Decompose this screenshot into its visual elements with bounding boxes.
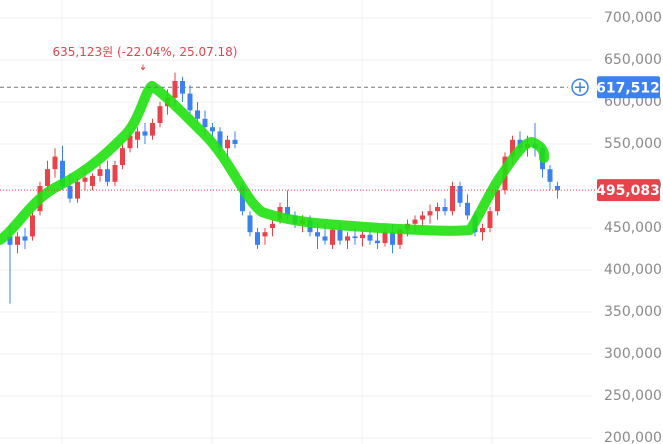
candle-body	[60, 160, 65, 186]
candle-body	[172, 81, 178, 98]
candle-body	[397, 229, 403, 245]
candle-body	[345, 236, 350, 241]
candle-body	[30, 215, 35, 237]
y-tick-label: 700,000	[604, 10, 662, 26]
candle-body	[555, 186, 560, 191]
candle-body	[352, 236, 358, 239]
candle-body	[232, 139, 238, 144]
candle-body	[105, 169, 110, 182]
candle-body	[420, 215, 425, 220]
candle-body	[157, 106, 163, 123]
candle-body	[457, 186, 463, 203]
candle-body	[52, 156, 58, 170]
candle-body	[487, 211, 493, 228]
candle-body	[15, 236, 20, 245]
candle-body	[330, 229, 335, 245]
candle-body	[195, 110, 200, 119]
y-tick-label: 300,000	[604, 346, 662, 362]
y-tick-label: 350,000	[604, 304, 662, 320]
candle-body	[120, 148, 125, 165]
overlay: 617,512 495,083 635,123원 (-22.04%, 25.07.1…	[0, 45, 660, 202]
candle-body	[82, 177, 88, 182]
candle-body	[127, 135, 133, 149]
candle-body	[322, 236, 328, 241]
candle-body	[210, 127, 215, 132]
candle-body	[67, 186, 73, 199]
candle-body	[262, 232, 268, 237]
candle-body	[187, 93, 193, 111]
candle-body	[255, 232, 260, 245]
reference-label-box	[597, 76, 660, 99]
reference-label: 617,512	[596, 80, 660, 96]
candle-body	[367, 234, 373, 241]
candle-body	[442, 207, 448, 212]
current-price-box	[597, 179, 660, 202]
candle-body	[412, 219, 418, 224]
candle-body	[22, 236, 28, 241]
candle-body	[270, 223, 275, 228]
candle-body	[435, 207, 440, 212]
y-tick-label: 400,000	[604, 262, 662, 278]
candle-body	[142, 131, 148, 136]
candle-body	[7, 236, 13, 245]
candle-body	[135, 131, 140, 140]
candle-body	[225, 139, 230, 149]
candle-body	[480, 228, 485, 233]
candle-body	[75, 181, 80, 199]
candle-body	[547, 169, 553, 182]
candle-body	[360, 234, 365, 239]
candle-body	[202, 118, 208, 128]
high-marker-arrow	[140, 64, 146, 71]
candle-body	[390, 232, 395, 245]
candle-body	[285, 207, 290, 216]
candle-body	[240, 186, 245, 212]
add-icon	[575, 82, 585, 93]
candle-body	[510, 139, 515, 157]
candle-body	[337, 229, 343, 241]
candle-body	[247, 215, 253, 233]
candle-body	[97, 169, 103, 176]
high-marker-label: 635,123원 (-22.04%, 25.07.18)	[53, 45, 238, 59]
candle-body	[90, 175, 95, 186]
candle-body	[495, 190, 500, 212]
current-price-label: 495,083	[596, 183, 660, 199]
candle-body	[150, 123, 155, 136]
y-tick-label: 250,000	[604, 388, 662, 404]
candle-body	[427, 211, 433, 216]
drawn-trend-line	[0, 81, 550, 245]
candle-body	[112, 165, 118, 182]
y-tick-label: 650,000	[604, 52, 662, 68]
candle-body	[465, 202, 470, 216]
candle-body	[382, 232, 388, 244]
y-tick-label: 200,000	[604, 430, 662, 444]
y-tick-label: 450,000	[604, 220, 662, 236]
candle-body	[45, 169, 50, 186]
candle-body	[375, 240, 380, 244]
candle-body	[315, 232, 320, 237]
candle-body	[217, 131, 223, 149]
candle-body	[450, 186, 455, 212]
y-tick-label: 550,000	[604, 136, 662, 152]
